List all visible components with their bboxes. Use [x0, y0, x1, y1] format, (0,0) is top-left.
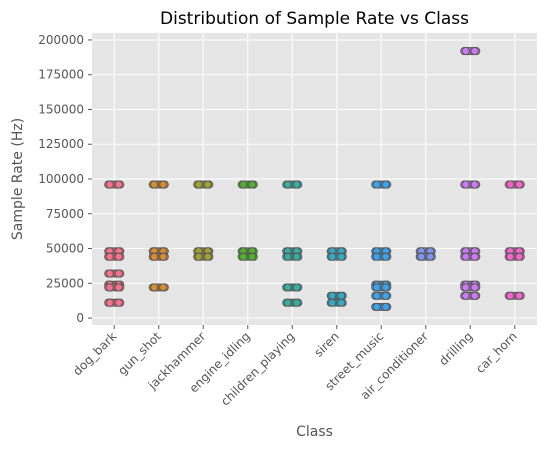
- data-point: [150, 283, 159, 292]
- y-tick-label: 175000: [38, 68, 84, 82]
- data-point: [105, 252, 114, 261]
- data-point: [506, 252, 515, 261]
- data-point: [328, 298, 337, 307]
- data-point: [114, 180, 123, 189]
- data-point: [239, 252, 248, 261]
- y-tick-label: 0: [76, 311, 84, 325]
- data-point: [337, 298, 346, 307]
- data-point: [150, 180, 159, 189]
- data-point: [328, 252, 337, 261]
- y-tick-label: 50000: [46, 242, 84, 256]
- data-point: [105, 269, 114, 278]
- data-point: [381, 302, 390, 311]
- data-point: [381, 252, 390, 261]
- data-point: [194, 252, 203, 261]
- data-point: [105, 283, 114, 292]
- y-axis-label: Sample Rate (Hz): [10, 118, 26, 240]
- data-point: [159, 252, 168, 261]
- data-point: [461, 47, 470, 56]
- data-point: [105, 298, 114, 307]
- data-point: [194, 180, 203, 189]
- data-point: [461, 180, 470, 189]
- data-point: [337, 252, 346, 261]
- data-point: [337, 291, 346, 300]
- data-point: [372, 283, 381, 292]
- data-point: [203, 180, 212, 189]
- data-point: [292, 252, 301, 261]
- data-point: [283, 283, 292, 292]
- data-point: [470, 180, 479, 189]
- data-point: [506, 180, 515, 189]
- data-point: [239, 180, 248, 189]
- data-point: [417, 252, 426, 261]
- data-point: [150, 252, 159, 261]
- data-point: [248, 252, 257, 261]
- data-point: [114, 252, 123, 261]
- x-axis-label: Class: [296, 424, 333, 440]
- data-point: [292, 298, 301, 307]
- data-point: [515, 291, 524, 300]
- data-point: [283, 252, 292, 261]
- data-point: [515, 180, 524, 189]
- data-point: [372, 291, 381, 300]
- data-point: [461, 291, 470, 300]
- data-point: [515, 252, 524, 261]
- data-point: [159, 180, 168, 189]
- data-point: [372, 302, 381, 311]
- x-tick-labels: dog_barkgun_shotjackhammerengine_idlingc…: [70, 325, 520, 408]
- data-point: [283, 180, 292, 189]
- data-point: [248, 180, 257, 189]
- data-point: [328, 291, 337, 300]
- y-tick-labels: 0 25000 50000 75000 100000 125000 150000 175000…: [38, 33, 92, 325]
- data-point: [372, 180, 381, 189]
- data-point: [461, 252, 470, 261]
- chart-title: Distribution of Sample Rate vs Class: [160, 9, 469, 29]
- x-tick-label: car_horn: [473, 329, 520, 376]
- x-tick-label: drilling: [436, 329, 475, 368]
- data-point: [203, 252, 212, 261]
- data-point: [159, 283, 168, 292]
- data-point: [114, 269, 123, 278]
- data-point: [470, 283, 479, 292]
- data-point: [105, 180, 114, 189]
- data-point: [381, 283, 390, 292]
- x-tick-label: dog_bark: [70, 329, 119, 378]
- data-point: [470, 47, 479, 56]
- y-tick-label: 150000: [38, 102, 84, 116]
- data-point: [114, 298, 123, 307]
- data-point: [372, 252, 381, 261]
- data-point: [470, 291, 479, 300]
- data-point: [381, 180, 390, 189]
- y-tick-label: 75000: [46, 207, 84, 221]
- y-tick-label: 100000: [38, 172, 84, 186]
- data-point: [470, 252, 479, 261]
- y-tick-label: 25000: [46, 276, 84, 290]
- data-points: [104, 47, 525, 311]
- data-point: [506, 291, 515, 300]
- data-point: [292, 283, 301, 292]
- data-point: [426, 252, 435, 261]
- y-tick-label: 125000: [38, 137, 84, 151]
- y-tick-label: 200000: [38, 33, 84, 47]
- data-point: [461, 283, 470, 292]
- data-point: [381, 291, 390, 300]
- data-point: [292, 180, 301, 189]
- x-tick-label: siren: [311, 329, 342, 360]
- data-point: [283, 298, 292, 307]
- data-point: [114, 283, 123, 292]
